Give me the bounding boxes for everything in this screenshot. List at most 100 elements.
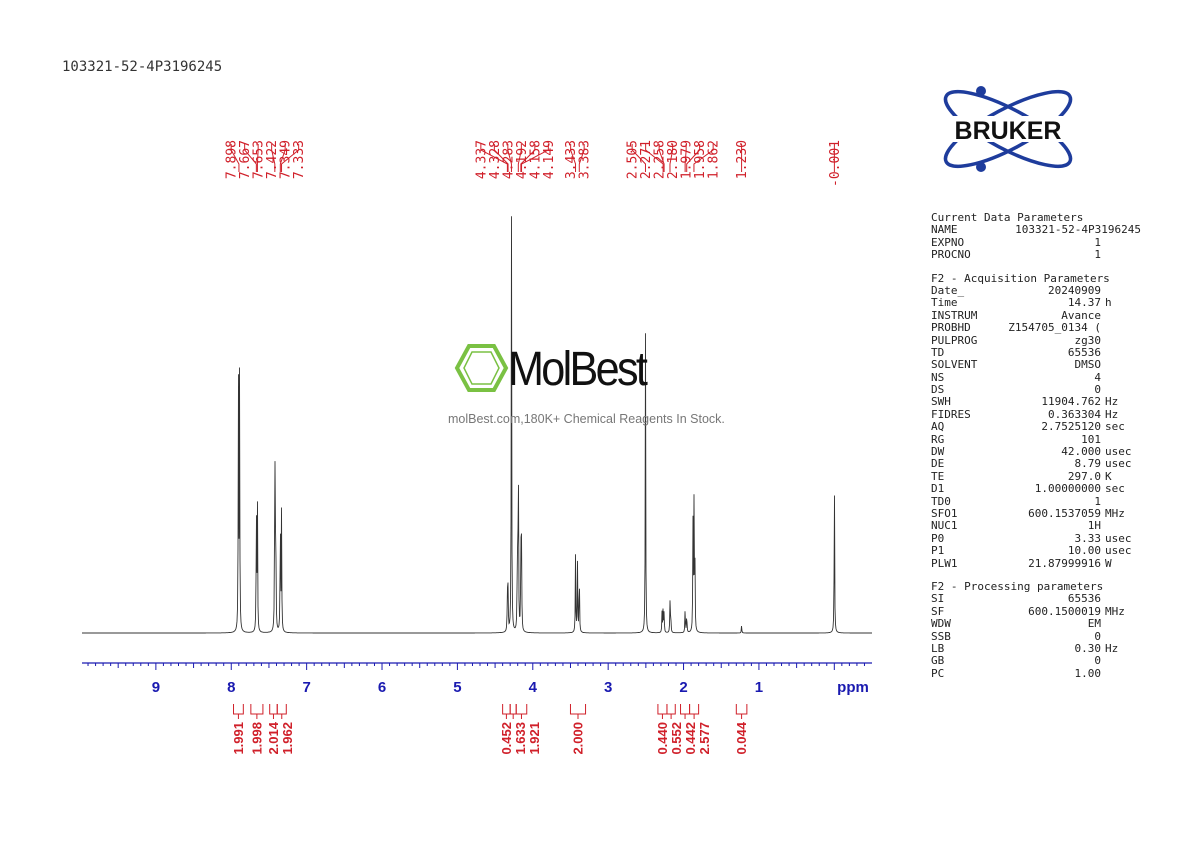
param-key: DE [931, 457, 945, 471]
peak-leader-line [669, 144, 674, 172]
param-unit: usec [1105, 457, 1132, 471]
param-row: GB 0 [931, 654, 1141, 668]
x-tick-label: 8 [227, 679, 235, 696]
param-row: P0 3.33 usec [931, 531, 1141, 545]
param-row: Date_ 20240909 [931, 284, 1141, 297]
param-row: SOLVENT DMSO [931, 358, 1141, 371]
param-value: 1 [1094, 248, 1101, 262]
watermark-tagline: molBest.com,180K+ Chemical Reagents In S… [448, 412, 725, 426]
param-value: 8.79 [1074, 457, 1102, 471]
x-tick-label: 9 [152, 679, 160, 696]
peak-leader-line [230, 144, 240, 172]
param-unit: W [1105, 556, 1112, 570]
param-value: 2.7525120 [1041, 420, 1101, 434]
param-key: SF [931, 604, 945, 618]
peak-leader-line [517, 144, 522, 172]
param-key: NS [931, 370, 945, 384]
param-section: F2 - Acquisition Parameters Date_ 20240909… [931, 272, 1141, 570]
param-key: INSTRUM [931, 308, 978, 322]
param-row: AQ 2.7525120 sec [931, 420, 1141, 434]
peak-leader-line [520, 144, 536, 172]
param-value: 1 [1094, 235, 1101, 249]
param-row: DS 0 [931, 383, 1141, 397]
integral-value: 0.552 [669, 722, 684, 755]
param-key: PC [931, 666, 945, 680]
peak-leader-line [493, 144, 509, 172]
peak-leader-line [279, 144, 286, 172]
peak-label: 7.653 [252, 140, 267, 179]
param-row: P1 10.00 usec [931, 544, 1141, 557]
param-section: Current Data Parameters NAME 103321-52-4P3… [931, 211, 1141, 262]
integral-value: 2.000 [571, 722, 586, 755]
param-value: 0 [1094, 383, 1101, 397]
peak-label: 1.230 [735, 140, 750, 179]
integral-value: 2.014 [266, 721, 281, 754]
integral-value: 1.633 [513, 722, 528, 755]
param-value: 4 [1094, 370, 1101, 384]
param-key: SFO1 [931, 506, 958, 520]
param-section: F2 - Processing parameters SI 65536 SF 600.1… [931, 580, 1141, 680]
param-value: 1.00000000 [1034, 482, 1101, 496]
param-unit: Hz [1105, 395, 1119, 409]
peak-label: 4.149 [542, 140, 557, 179]
integral-value: 1.998 [249, 722, 264, 755]
peak-label: 4.337 [474, 140, 489, 179]
param-key: D1 [931, 482, 945, 496]
param-key: WDW [931, 617, 951, 631]
x-tick-label: 7 [302, 679, 310, 696]
peak-leader-line [271, 144, 276, 172]
param-unit: sec [1105, 482, 1125, 496]
peak-label: 2.505 [626, 140, 641, 179]
integral-bracket [233, 704, 244, 715]
x-axis-label: ppm [837, 679, 869, 696]
integral-value: 0.452 [499, 722, 514, 755]
param-row: WDW EM [931, 617, 1141, 631]
param-unit: MHz [1105, 604, 1125, 618]
param-row: PC 1.00 [931, 666, 1141, 680]
param-row: D1 1.00000000 sec [931, 482, 1141, 496]
param-unit: sec [1105, 420, 1125, 434]
param-key: SWH [931, 395, 951, 409]
integral-bracket [276, 704, 287, 715]
peak-leader-line [631, 144, 646, 172]
param-row: DE 8.79 usec [931, 457, 1141, 471]
x-tick-label: 3 [604, 679, 612, 696]
param-row: FIDRES 0.363304 Hz [931, 407, 1141, 421]
param-row: LB 0.30 Hz [931, 641, 1141, 655]
param-value: 3.33 [1074, 531, 1102, 545]
integral-bracket [666, 704, 676, 715]
param-unit: Hz [1105, 641, 1119, 655]
integral-bracket [569, 704, 587, 715]
param-value: 1.00 [1074, 666, 1102, 680]
integral-bracket [735, 704, 748, 715]
param-value: 0.363304 [1048, 407, 1101, 421]
param-row: SWH 11904.762 Hz [931, 395, 1141, 409]
param-row: PROBHD Z154705_0134 ( [931, 321, 1141, 335]
integral-value: 2.577 [697, 722, 712, 755]
peak-label: 7.898 [225, 140, 240, 179]
peak-label: 1.979 [680, 140, 695, 179]
param-value: 65536 [1067, 345, 1101, 359]
param-row: PROCNO 1 [931, 248, 1141, 262]
bruker-logo-text: BRUKER [955, 117, 1062, 145]
x-tick-label: 4 [529, 679, 538, 696]
param-unit: usec [1105, 531, 1132, 545]
integral-bracket [657, 704, 668, 715]
param-row: RG 101 [931, 433, 1141, 446]
param-value: EM [1087, 617, 1101, 631]
peak-label: 4.158 [528, 140, 543, 179]
parameters-panel: Current Data Parameters NAME 103321-52-4P3… [931, 211, 1141, 691]
param-value: Z154705_0134 ( [1008, 321, 1101, 335]
param-value: 0.30 [1074, 641, 1102, 655]
param-value: 42.000 [1061, 445, 1101, 459]
param-row: SI 65536 [931, 592, 1141, 605]
param-key: GB [931, 654, 945, 668]
param-unit: h [1105, 296, 1112, 310]
x-tick-label: 6 [378, 679, 386, 696]
param-value: Avance [1061, 308, 1101, 322]
param-row: SF 600.1500019 MHz [931, 604, 1141, 618]
peak-label: 7.422 [265, 140, 280, 179]
param-value: 21.87999916 [1028, 556, 1101, 570]
param-key: NUC1 [931, 519, 958, 533]
